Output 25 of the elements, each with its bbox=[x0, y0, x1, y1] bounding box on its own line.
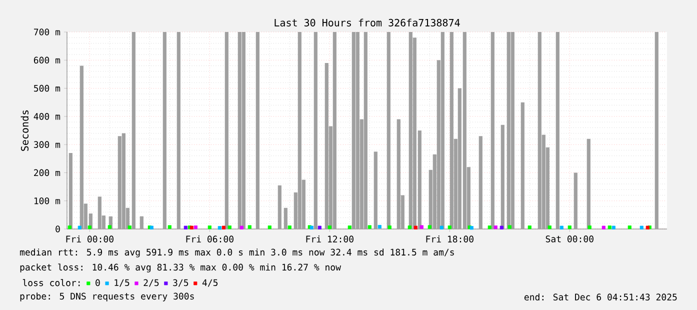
y-tick-label: 600 m bbox=[34, 56, 60, 64]
y-tick-label: 400 m bbox=[34, 113, 60, 120]
text: probe: 5 DNS requests every 300s bbox=[20, 292, 194, 302]
y-tick-label: 300 m bbox=[34, 141, 60, 148]
x-tick-label: Fri 06:00 bbox=[186, 236, 234, 242]
text: end: Sat Dec 6 04:51:43 2025 bbox=[524, 294, 677, 300]
y-tick-label: 700 m bbox=[34, 28, 60, 36]
legend-label: 4/5 bbox=[202, 279, 218, 287]
y-tick-label: 0 bbox=[56, 226, 60, 232]
text: median rtt: 5.9 ms avg 591.9 ms max 0.0 s min 3.0 ms now 32.4 ms sd 181.5 m am/s bbox=[20, 248, 454, 258]
y-tick-label: 100 m bbox=[34, 197, 60, 204]
legend-label: 1/5 bbox=[114, 279, 130, 287]
x-tick-label: Sat 00:00 bbox=[546, 236, 594, 242]
x-tick-label: Fri 00:00 bbox=[66, 236, 114, 242]
legend-label: 2/5 bbox=[144, 279, 159, 287]
y-tick-label: 200 m bbox=[34, 169, 60, 176]
x-tick-label: Fri 12:00 bbox=[306, 236, 354, 242]
legend-label: 3/5 bbox=[173, 279, 188, 287]
legend-label: 0 bbox=[96, 279, 100, 286]
chart-title: Last 30 Hours from 326fa7138874 bbox=[274, 18, 460, 26]
x-tick-label: Fri 18:00 bbox=[426, 236, 474, 242]
y-tick-label: 500 m bbox=[34, 84, 60, 92]
text: packet loss: 10.46 % avg 81.33 % max 0.00 % min 16.27 % now bbox=[20, 264, 342, 272]
y-axis-title: Seconds bbox=[20, 110, 29, 151]
legend-title: loss color: bbox=[22, 279, 80, 286]
